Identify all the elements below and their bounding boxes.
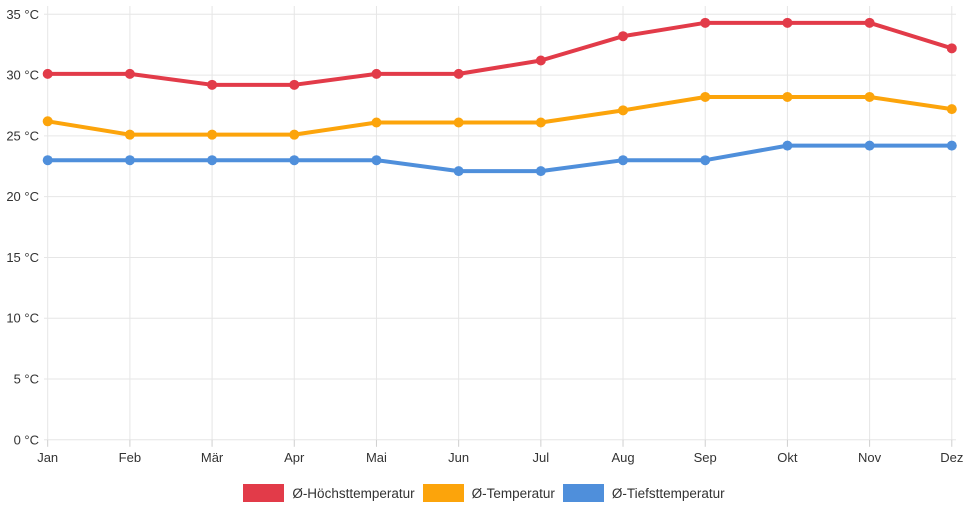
data-point[interactable]	[124, 129, 135, 140]
data-point[interactable]	[946, 140, 957, 151]
x-axis-tick-label: Dez	[940, 450, 963, 465]
legend-item-1[interactable]: Ø-Temperatur	[422, 484, 555, 502]
data-point[interactable]	[42, 116, 53, 127]
x-axis-tick-label: Feb	[119, 450, 141, 465]
data-point[interactable]	[618, 155, 629, 166]
legend-swatch	[243, 484, 285, 502]
x-axis-tick-label: Mai	[366, 450, 387, 465]
y-axis-tick-label: 30 °C	[6, 68, 39, 83]
data-point[interactable]	[946, 104, 957, 115]
series-line-2	[45, 143, 954, 174]
data-point[interactable]	[700, 17, 711, 28]
x-axis-tick-label: Okt	[777, 450, 798, 465]
x-axis-tick-label: Jul	[533, 450, 550, 465]
data-point[interactable]	[371, 68, 382, 79]
data-point[interactable]	[207, 79, 218, 90]
data-point[interactable]	[289, 155, 300, 166]
y-axis-tick-label: 25 °C	[6, 128, 39, 143]
data-point[interactable]	[124, 68, 135, 79]
data-point[interactable]	[289, 79, 300, 90]
series-line-0	[45, 20, 954, 87]
data-point[interactable]	[946, 43, 957, 54]
data-point[interactable]	[207, 155, 218, 166]
legend-label: Ø-Höchsttemperatur	[292, 485, 415, 501]
legend-swatch	[562, 484, 604, 502]
x-axis-tick-label: Aug	[611, 450, 634, 465]
x-axis-tick-label: Mär	[201, 450, 224, 465]
x-axis-tick-label: Nov	[858, 450, 882, 465]
data-point[interactable]	[207, 129, 218, 140]
data-point[interactable]	[700, 155, 711, 166]
data-point[interactable]	[782, 140, 793, 151]
data-point[interactable]	[864, 140, 875, 151]
x-axis-tick-label: Sep	[694, 450, 717, 465]
data-point[interactable]	[864, 91, 875, 102]
data-point[interactable]	[42, 155, 53, 166]
data-point[interactable]	[535, 55, 546, 66]
y-axis-tick-label: 10 °C	[6, 311, 39, 326]
x-axis-tick-label: Jun	[448, 450, 469, 465]
data-point[interactable]	[124, 155, 135, 166]
y-axis-tick-label: 20 °C	[6, 189, 39, 204]
series-line-1	[45, 94, 954, 137]
data-point[interactable]	[535, 166, 546, 177]
data-point[interactable]	[453, 166, 464, 177]
data-point[interactable]	[700, 91, 711, 102]
data-point[interactable]	[371, 155, 382, 166]
data-point[interactable]	[289, 129, 300, 140]
data-point[interactable]	[864, 17, 875, 28]
data-point[interactable]	[782, 17, 793, 28]
x-axis-tick-label: Apr	[284, 450, 305, 465]
data-point[interactable]	[618, 105, 629, 116]
chart-legend: Ø-Höchsttemperatur Ø-Temperatur Ø-Tiefstte…	[0, 484, 968, 502]
data-point[interactable]	[782, 91, 793, 102]
y-axis-tick-label: 5 °C	[14, 372, 39, 387]
y-axis-tick-label: 35 °C	[6, 7, 39, 22]
data-point[interactable]	[535, 117, 546, 128]
y-axis-tick-label: 15 °C	[6, 250, 39, 265]
legend-item-0[interactable]: Ø-Höchsttemperatur	[243, 484, 415, 502]
legend-item-2[interactable]: Ø-Tiefsttemperatur	[562, 484, 725, 502]
legend-label: Ø-Tiefsttemperatur	[611, 485, 725, 501]
legend-label: Ø-Temperatur	[471, 485, 555, 501]
data-point[interactable]	[453, 117, 464, 128]
y-axis-tick-label: 0 °C	[14, 432, 39, 447]
data-point[interactable]	[453, 68, 464, 79]
legend-swatch	[422, 484, 464, 502]
data-point[interactable]	[42, 68, 53, 79]
x-axis-tick-label: Jan	[37, 450, 58, 465]
data-point[interactable]	[371, 117, 382, 128]
data-point[interactable]	[618, 31, 629, 42]
